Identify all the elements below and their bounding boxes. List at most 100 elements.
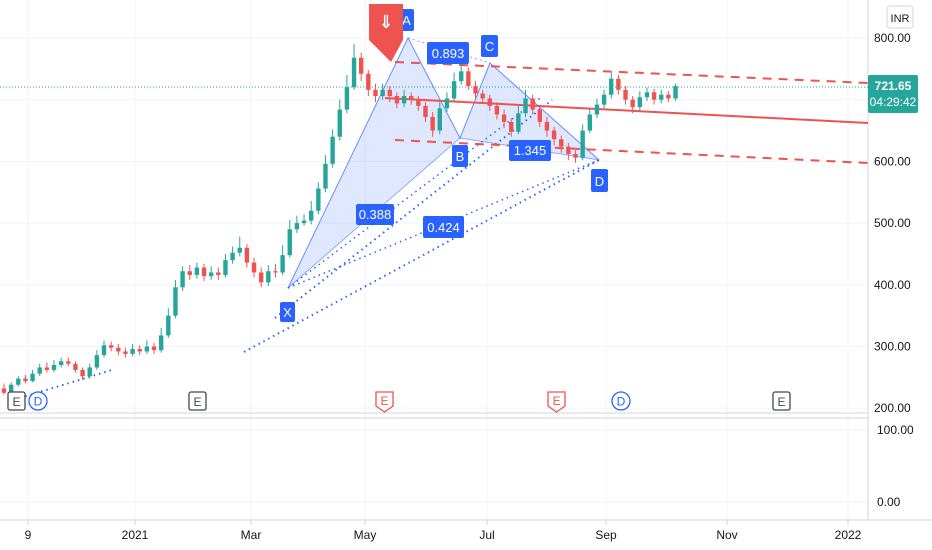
ratio-label-xb-ac[interactable]: 0.893 (427, 42, 469, 64)
candle[interactable] (509, 118, 514, 137)
candle[interactable] (380, 83, 385, 100)
candle[interactable] (387, 86, 392, 103)
candle[interactable] (258, 267, 264, 288)
candle[interactable] (287, 220, 292, 258)
candle[interactable] (366, 70, 371, 96)
candle[interactable] (423, 102, 428, 122)
candle[interactable] (409, 92, 414, 105)
candle[interactable] (80, 367, 85, 380)
candle[interactable] (473, 81, 478, 99)
time-axis[interactable]: 9 2021 Mar May Jul Sep Nov 2022 (25, 520, 862, 542)
candle[interactable] (30, 369, 35, 383)
candle[interactable] (201, 263, 207, 282)
candle[interactable] (394, 92, 400, 109)
event-marker-earnings[interactable]: E (772, 391, 791, 411)
candle[interactable] (1, 383, 7, 395)
candle[interactable] (266, 265, 271, 287)
candle[interactable] (516, 105, 521, 135)
candle[interactable] (208, 266, 214, 280)
candle[interactable] (216, 267, 221, 280)
candle[interactable] (437, 102, 442, 135)
event-marker-earnings-miss[interactable]: E (547, 391, 566, 413)
candle[interactable] (501, 109, 507, 129)
candle[interactable] (94, 350, 100, 370)
candle[interactable] (187, 265, 192, 280)
candle[interactable] (294, 215, 300, 233)
candle[interactable] (16, 376, 21, 387)
event-marker-earnings-miss[interactable]: E (375, 391, 394, 413)
candle[interactable] (116, 344, 121, 356)
event-markers[interactable]: E D E E E D E (7, 391, 791, 413)
candle[interactable] (601, 89, 607, 109)
event-marker-earnings[interactable]: E (7, 391, 26, 411)
candle[interactable] (316, 182, 321, 215)
candle[interactable] (351, 44, 357, 90)
event-marker-dividend[interactable]: D (611, 391, 631, 411)
candle[interactable] (480, 89, 485, 104)
candle[interactable] (373, 83, 378, 103)
candle[interactable] (51, 360, 57, 373)
candle[interactable] (616, 75, 621, 95)
candle[interactable] (666, 91, 671, 103)
candle[interactable] (230, 246, 235, 264)
pattern-point-c[interactable]: C (481, 35, 498, 57)
candle[interactable] (566, 142, 571, 161)
candle[interactable] (344, 75, 350, 114)
candle[interactable] (609, 72, 614, 99)
candle[interactable] (301, 214, 307, 226)
candlestick-series[interactable] (1, 44, 678, 395)
event-marker-earnings[interactable]: E (188, 391, 207, 411)
candle[interactable] (180, 266, 185, 291)
candle[interactable] (659, 89, 664, 104)
candle[interactable] (573, 150, 578, 163)
candle[interactable] (144, 340, 150, 354)
candle[interactable] (487, 94, 492, 111)
candle[interactable] (308, 200, 314, 225)
candle[interactable] (594, 98, 600, 119)
candle[interactable] (430, 112, 435, 137)
ratio-label-xb[interactable]: 0.388 (356, 204, 394, 225)
candle[interactable] (580, 124, 585, 161)
candle[interactable] (223, 253, 228, 278)
candle[interactable] (466, 67, 471, 90)
candle[interactable] (494, 102, 500, 120)
candle[interactable] (401, 89, 407, 108)
candle[interactable] (523, 89, 528, 117)
candle[interactable] (58, 357, 64, 368)
candle[interactable] (44, 362, 50, 373)
candle[interactable] (530, 94, 535, 115)
candle[interactable] (23, 374, 28, 384)
price-channel[interactable] (384, 61, 869, 164)
candle[interactable] (151, 342, 157, 354)
candle[interactable] (551, 126, 557, 146)
candle[interactable] (416, 95, 421, 111)
candle[interactable] (137, 345, 142, 356)
candle[interactable] (559, 135, 564, 153)
candle[interactable] (66, 357, 71, 367)
pattern-point-x[interactable]: X (280, 302, 295, 322)
candle[interactable] (444, 92, 450, 113)
candle[interactable] (337, 99, 342, 141)
candle[interactable] (73, 361, 78, 373)
candle[interactable] (323, 155, 328, 193)
ratio-label-xd[interactable]: 0.424 (423, 216, 464, 238)
event-marker-dividend[interactable]: D (28, 391, 48, 411)
candle[interactable] (651, 88, 657, 105)
candle[interactable] (673, 83, 678, 101)
candle[interactable] (587, 108, 593, 134)
candle[interactable] (158, 327, 164, 353)
candle[interactable] (123, 347, 128, 358)
candle[interactable] (101, 340, 107, 358)
candle[interactable] (644, 87, 650, 101)
candle[interactable] (251, 257, 257, 278)
candle[interactable] (544, 116, 550, 137)
candle[interactable] (280, 245, 285, 275)
candle[interactable] (630, 95, 635, 114)
last-price-badge[interactable]: 721.65 04:29:42 (868, 75, 918, 113)
candle[interactable] (244, 244, 250, 268)
candle[interactable] (537, 105, 542, 127)
candle[interactable] (237, 236, 242, 257)
candle[interactable] (194, 262, 200, 279)
candle[interactable] (623, 86, 628, 105)
ratio-label-bd[interactable]: 1.345 (509, 140, 551, 161)
